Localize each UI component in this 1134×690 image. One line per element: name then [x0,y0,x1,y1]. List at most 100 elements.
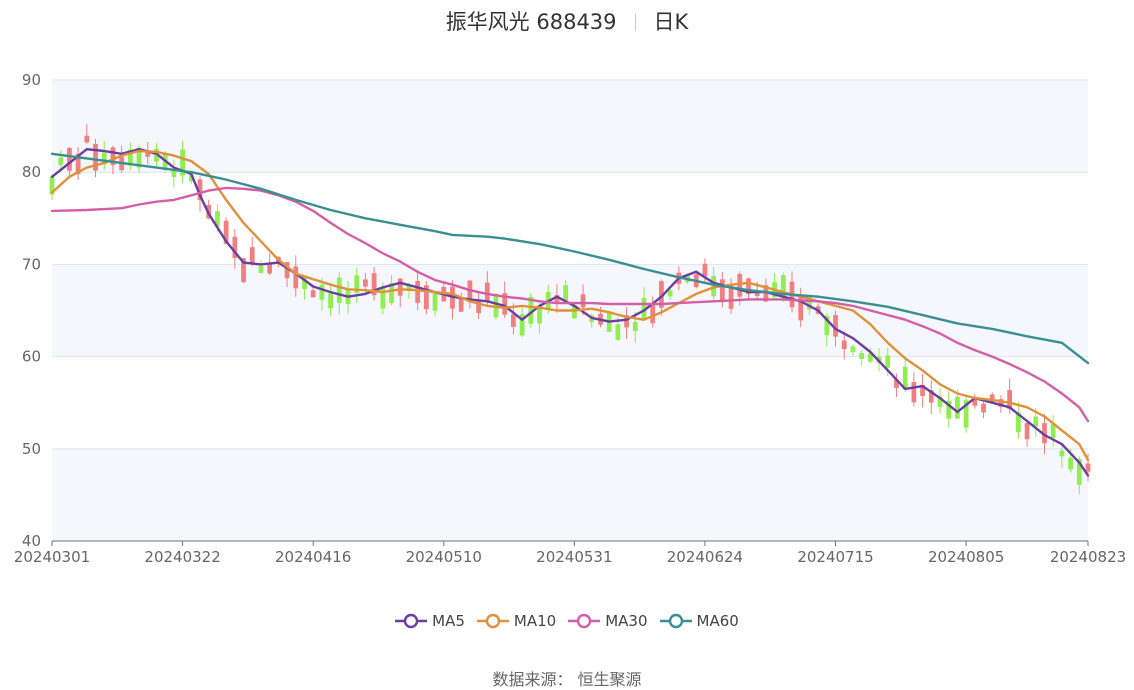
legend-marker-icon [659,613,692,629]
candle-body [902,366,908,390]
series-line-ma5 [50,148,1090,477]
candle-body [1059,450,1065,457]
legend-item-ma30[interactable]: MA30 [568,612,648,630]
candle-body [650,304,656,324]
candle-body [476,299,481,314]
candle-body [101,152,107,165]
candle-body [850,346,856,353]
x-tick-label-20240624: 20240624 [667,548,743,566]
candle-body [728,284,734,309]
candle-body [528,296,534,324]
candle-body [406,284,412,291]
candle-body [632,321,638,332]
candle-body [267,262,273,274]
band-40-50 [52,448,1088,541]
candle-body [920,384,925,396]
candle-body [84,135,90,143]
y-tick-label-60: 60 [22,348,41,366]
candle-body [380,287,386,309]
legend-label: MA10 [513,612,557,630]
candle-body [415,280,421,303]
candle-body [798,297,804,321]
candlestick-chart: 40 50 60 70 80 90 20240301 20240322 20240416 2024… [14,71,1126,566]
moving-average-lines [50,148,1090,477]
candle-body [223,220,229,244]
candle-body [659,281,664,308]
candle-body [885,355,891,368]
candle-body [1068,457,1073,470]
candle-body [554,295,560,304]
candle-body [336,277,342,304]
legend-label: MA30 [605,612,648,630]
candle-body [989,394,995,403]
candle-body [389,283,394,304]
candle-body [363,279,368,287]
candle-body [833,315,838,337]
candle-body [145,150,151,157]
candle-body [232,236,238,258]
legend-marker-icon [476,613,509,629]
series-line-ma60 [50,152,1090,365]
legend-item-ma5[interactable]: MA5 [395,612,465,630]
x-tick-label-20240301: 20240301 [14,548,90,566]
candle-body [719,279,725,303]
candle-body [75,153,81,175]
candle-body [310,290,316,298]
candle-body [946,400,952,419]
title-divider [634,13,636,31]
candle-body [67,147,72,171]
chart-title: 振华风光 688439 日K [0,6,1134,36]
legend: MA5 MA10 MA30 MA60 [0,612,1134,633]
candle-body [824,315,830,336]
candle-body [981,403,986,413]
candle-body [423,285,429,310]
grid-lines [52,79,1088,542]
candle-body [746,278,751,294]
legend-item-ma10[interactable]: MA10 [476,612,557,630]
x-tick-label-20240823: 20240823 [1050,548,1126,566]
x-tick-label-20240416: 20240416 [275,548,351,566]
candle-body [502,293,508,315]
y-tick-label-50: 50 [22,440,41,458]
candle-body [302,277,307,290]
x-tick-label-20240715: 20240715 [797,548,873,566]
candle-body [371,273,377,296]
candle-body [328,293,333,309]
candle-body [319,284,325,300]
candle-body [937,396,943,407]
background-bands [52,80,1088,541]
candle-body [127,149,133,166]
candle-body [841,340,847,350]
legend-label: MA5 [432,612,465,630]
stock-name: 振华风光 688439 [445,10,617,34]
legend-item-ma60[interactable]: MA60 [659,612,739,630]
candle-body [1024,423,1030,440]
candle-body [1007,390,1013,409]
candle-body [1085,463,1091,472]
candle-body [1042,423,1047,444]
x-tick-label-20240510: 20240510 [406,548,482,566]
candle-body [249,247,255,265]
candle-body [458,297,464,312]
candle-body [641,297,647,320]
candle-body [580,294,586,308]
candle-body [432,292,438,311]
candle-body [859,353,865,359]
candle-body [963,400,969,428]
candle-body [284,262,290,279]
candle-body [188,175,194,182]
candle-body [258,266,264,273]
y-tick-label-70: 70 [22,255,41,273]
series-line-ma30 [50,186,1090,423]
candle-body [49,176,55,195]
candle-body [571,305,577,319]
candle-body [624,315,629,328]
candle-body [180,149,185,176]
y-tick-label-90: 90 [22,71,41,89]
candle-body [780,275,786,299]
period-label: 日K [653,10,689,34]
candle-body [1076,458,1082,485]
candle-body [955,396,960,419]
x-tick-label-20240322: 20240322 [144,548,220,566]
x-tick-label-20240805: 20240805 [928,548,1004,566]
